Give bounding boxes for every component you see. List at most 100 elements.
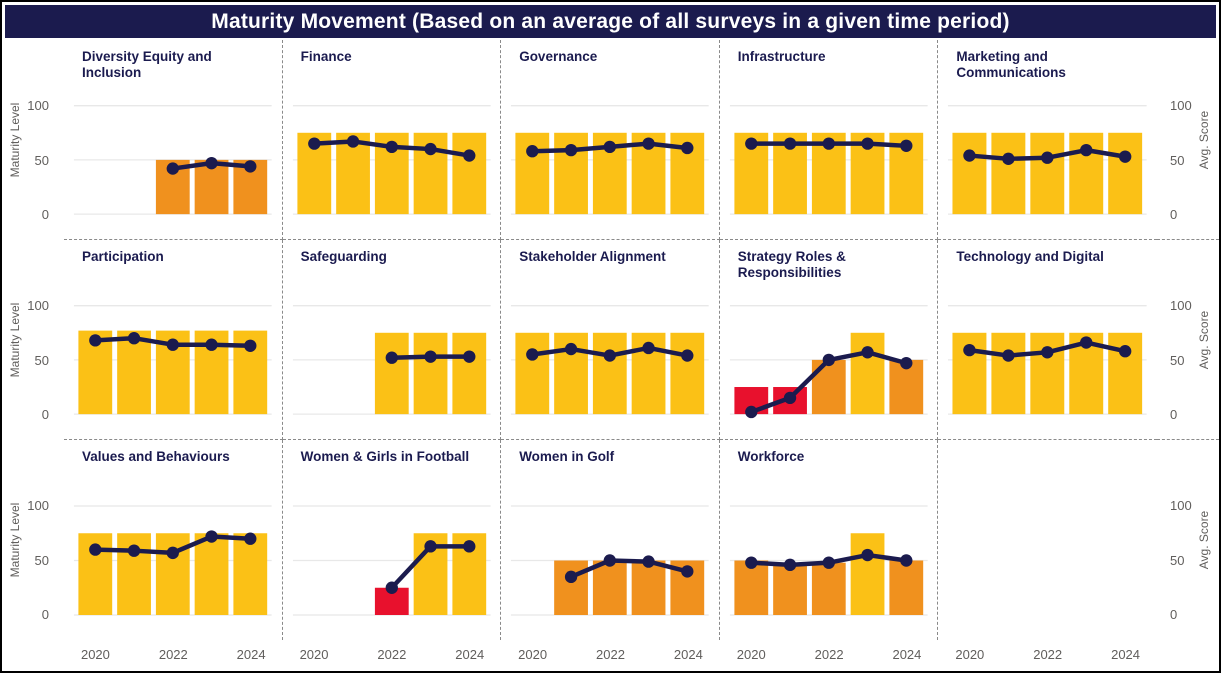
- bar-2022: [1030, 332, 1065, 415]
- line-marker-2023: [205, 530, 218, 543]
- line-marker-2024: [1119, 150, 1132, 163]
- x-tick-2020: 2020: [518, 647, 548, 662]
- facet-title-marketing-and-communications: Marketing and Communications: [956, 49, 1066, 80]
- right-axis-tick-50: 50: [1170, 552, 1185, 568]
- left-axis-tick-0: 0: [41, 407, 49, 422]
- line-marker-2021: [783, 558, 797, 572]
- bar-2023: [413, 332, 448, 415]
- line-marker-2023: [642, 341, 655, 355]
- facet-safeguarding: Safeguarding: [282, 240, 502, 440]
- bar-2024: [233, 533, 268, 615]
- bar-2022: [811, 359, 846, 415]
- facet-title-technology-and-digital: Technology and Digital: [956, 249, 1104, 264]
- facet-title-women-in-golf: Women in Golf: [519, 449, 615, 464]
- right-axis-tick-50: 50: [1170, 352, 1185, 368]
- chart-participation: [73, 305, 272, 415]
- x-tick-2022: 2022: [377, 647, 407, 662]
- facet-infrastructure: Infrastructure: [719, 40, 939, 240]
- line-marker-2024: [462, 540, 476, 553]
- chart-diversity-equity-and-inclusion: [73, 105, 272, 215]
- line-marker-2021: [346, 135, 359, 148]
- x-axis-labels-col-4: 2020 2022 2024: [720, 640, 939, 671]
- line-marker-2024: [899, 554, 913, 567]
- facet-stakeholder-alignment: Stakeholder Alignment: [501, 240, 720, 440]
- line-marker-2020: [744, 556, 758, 569]
- line-marker-2023: [642, 555, 655, 568]
- left-axis-tick-0: 0: [41, 207, 49, 222]
- facet-diversity-equity-and-inclusion: Diversity Equity and Inclusion: [64, 40, 283, 240]
- chart-finance: [292, 105, 491, 215]
- bar-2022: [1030, 132, 1065, 215]
- x-axis-labels-col-5: 2020 2022 2024: [938, 640, 1157, 671]
- line-marker-2022: [166, 162, 179, 175]
- line-marker-2024: [244, 532, 257, 545]
- left-axis-row-3: 100 50 0 Maturity Level: [2, 440, 64, 640]
- x-tick-2022: 2022: [596, 647, 625, 662]
- left-axis-row-2: 100 50 0 Maturity Level: [2, 240, 64, 440]
- chart-strategy-roles-responsibilities: [729, 305, 928, 419]
- bar-2023: [631, 560, 666, 615]
- line-marker-2020: [744, 137, 758, 150]
- line-marker-2021: [127, 332, 141, 345]
- line-marker-2020: [526, 145, 539, 158]
- bar-2021: [991, 332, 1026, 415]
- right-axis-title: Avg. Score: [1197, 310, 1211, 369]
- chart-infrastructure: [729, 105, 928, 215]
- line-marker-2022: [822, 353, 835, 367]
- facet-title-strategy-roles-responsibilities: Strategy Roles & Responsibilities: [737, 249, 846, 280]
- right-axis-title: Avg. Score: [1197, 110, 1211, 169]
- small-multiples-grid: 100 50 0 Maturity Level Diversity Equity and…: [2, 40, 1219, 671]
- line-marker-2024: [244, 160, 257, 173]
- line-marker-2021: [1002, 349, 1015, 362]
- bar-2024: [451, 132, 486, 215]
- line-marker-2024: [899, 139, 913, 152]
- x-tick-2020: 2020: [299, 647, 329, 662]
- line-marker-2023: [205, 156, 218, 170]
- bar-2022: [374, 332, 409, 415]
- left-axis-tick-50: 50: [34, 152, 49, 168]
- line-marker-2024: [681, 565, 694, 578]
- right-axis-row-2: 100 50 0 Avg. Score: [1157, 240, 1219, 440]
- x-tick-2024: 2024: [236, 647, 266, 662]
- report-title-bar: Maturity Movement (Based on an average o…: [5, 5, 1216, 38]
- x-tick-2020: 2020: [955, 647, 985, 662]
- bar-2023: [850, 533, 885, 615]
- chart-marketing-and-communications: [948, 105, 1148, 215]
- facet-title-safeguarding: Safeguarding: [300, 249, 387, 264]
- line-marker-2022: [1041, 346, 1054, 359]
- left-axis-title: Maturity Level: [8, 102, 22, 178]
- line-marker-2023: [642, 137, 655, 150]
- facet-marketing-and-communications: Marketing and Communications: [938, 40, 1157, 240]
- x-tick-2022: 2022: [814, 647, 844, 662]
- line-marker-2023: [423, 540, 437, 553]
- facet-title-women-girls-in-football: Women & Girls in Football: [300, 449, 470, 464]
- facet-workforce: Workforce: [720, 440, 939, 640]
- line-marker-2021: [783, 137, 797, 150]
- line-marker-2024: [899, 356, 913, 370]
- chart-safeguarding: [292, 305, 491, 415]
- line-marker-2023: [1080, 336, 1093, 349]
- line-marker-2024: [462, 149, 476, 162]
- line-marker-2021: [783, 391, 797, 405]
- chart-governance: [511, 105, 709, 215]
- left-axis-tick-100: 100: [27, 98, 49, 113]
- facet-strategy-roles-responsibilities: Strategy Roles & Responsibilities: [719, 240, 939, 440]
- facet-values-and-behaviours: Values and Behaviours: [64, 440, 283, 640]
- x-tick-2020: 2020: [80, 647, 110, 662]
- line-marker-2023: [423, 350, 437, 363]
- bar-2024: [1108, 332, 1143, 415]
- bar-2020: [734, 560, 768, 615]
- line-marker-2022: [822, 556, 835, 569]
- line-marker-2021: [1002, 152, 1015, 165]
- x-tick-2024: 2024: [892, 647, 922, 662]
- line-marker-2020: [89, 543, 102, 556]
- line-marker-2023: [861, 548, 874, 562]
- x-tick-2024: 2024: [455, 647, 485, 662]
- line-marker-2024: [1119, 345, 1132, 358]
- line-marker-2021: [565, 570, 578, 584]
- line-marker-2020: [963, 343, 977, 357]
- facet-title-stakeholder-alignment: Stakeholder Alignment: [519, 249, 666, 264]
- facet-title-participation: Participation: [82, 249, 164, 264]
- line-marker-2021: [565, 143, 578, 157]
- facet-title-finance: Finance: [300, 49, 352, 64]
